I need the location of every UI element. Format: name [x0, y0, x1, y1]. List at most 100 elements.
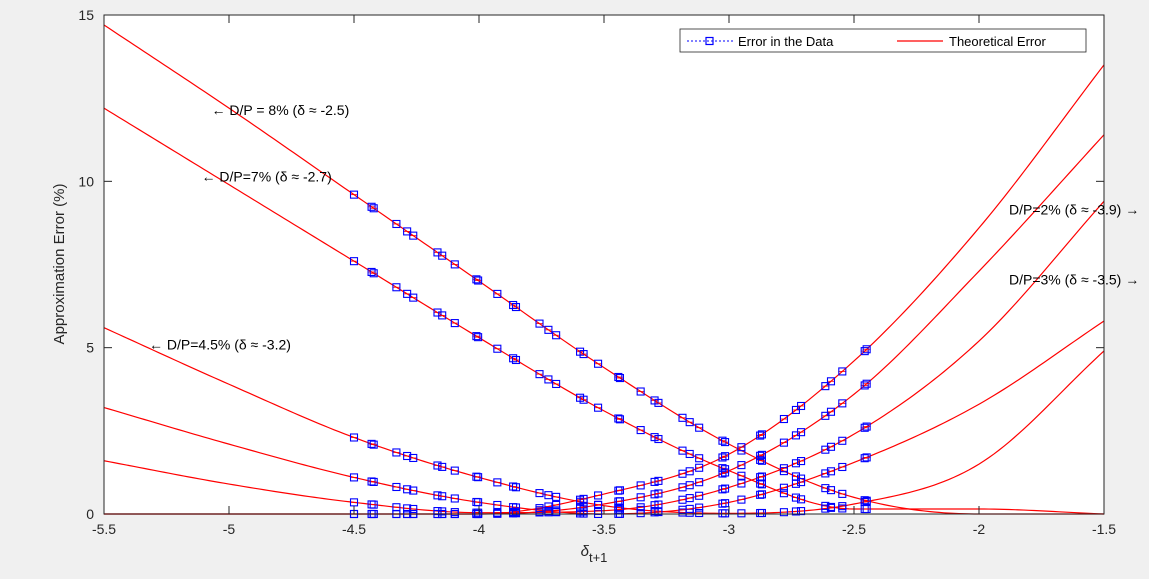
- data-point: [594, 403, 603, 412]
- theory-curve: [103, 24, 1104, 515]
- data-point: [756, 451, 765, 460]
- data-point: [862, 379, 871, 388]
- data-point: [797, 507, 806, 516]
- data-point: [721, 452, 730, 461]
- data-point: [779, 483, 788, 492]
- x-tick-label: -4.5: [342, 521, 366, 537]
- y-axis-ticks: 0 5 10 15: [78, 7, 1104, 522]
- data-point: [757, 450, 766, 459]
- data-point: [826, 377, 836, 386]
- data-point: [797, 495, 806, 504]
- data-point: [721, 499, 730, 508]
- x-axis-ticks: -5.5 -5 -4.5 -4 -3.5 -3 -2.5 -2 -1.5: [92, 15, 1116, 537]
- data-point: [695, 503, 704, 512]
- data-point: [821, 469, 830, 478]
- x-tick-label: -3: [723, 521, 736, 537]
- curve-annotation: ← D/P=7% (δ ≈ -2.7): [202, 168, 332, 184]
- data-point: [718, 469, 727, 478]
- data-point: [493, 344, 502, 353]
- data-point: [474, 276, 483, 285]
- data-point: [737, 479, 746, 488]
- data-point: [860, 423, 869, 432]
- x-tick-label: -2.5: [842, 521, 866, 537]
- x-tick-label: -3.5: [592, 521, 616, 537]
- data-point: [511, 507, 521, 516]
- data-point: [403, 485, 412, 494]
- data-point: [636, 493, 645, 502]
- data-point: [654, 500, 663, 509]
- curve-annotation: D/P=3% (δ ≈ -3.5) →: [1009, 271, 1139, 287]
- data-point: [695, 463, 704, 472]
- data-point: [685, 494, 694, 503]
- data-point: [392, 448, 401, 457]
- plot-area: [104, 15, 1104, 514]
- curve-annotation: ← D/P=4.5% (δ ≈ -3.2): [149, 336, 291, 352]
- data-point: [757, 430, 766, 439]
- x-tick-label: -2: [973, 521, 986, 537]
- data-point: [636, 509, 645, 518]
- data-point: [392, 219, 401, 229]
- data-point: [779, 414, 788, 424]
- data-point: [791, 459, 800, 468]
- data-point: [654, 476, 663, 485]
- x-tick-label: -5: [223, 521, 236, 537]
- data-point: [779, 438, 788, 447]
- data-point: [349, 473, 359, 482]
- data-point: [438, 251, 447, 260]
- x-axis-label-main: δ: [581, 543, 590, 560]
- data-point: [392, 482, 401, 492]
- data-error-markers: [349, 190, 871, 519]
- data-point: [438, 311, 447, 320]
- data-point: [756, 431, 765, 440]
- data-point: [493, 478, 502, 487]
- data-point: [509, 300, 518, 310]
- data-point: [493, 509, 502, 518]
- data-point: [493, 500, 502, 510]
- data-point: [535, 319, 544, 328]
- y-tick-label: 0: [86, 506, 94, 522]
- data-point: [757, 472, 766, 481]
- x-tick-label: -4: [473, 521, 486, 537]
- data-point: [367, 439, 376, 448]
- data-point: [862, 422, 871, 431]
- legend-data-label: Error in the Data: [738, 34, 834, 49]
- data-point: [826, 503, 836, 512]
- x-axis-label-subscript: t+1: [589, 550, 607, 565]
- data-point: [579, 395, 588, 404]
- data-point: [757, 508, 766, 518]
- data-point: [779, 508, 788, 517]
- data-point: [636, 503, 645, 512]
- data-point: [403, 227, 412, 236]
- data-point: [472, 332, 481, 341]
- y-axis-label: Approximation Error (%): [51, 184, 68, 345]
- data-point: [509, 354, 518, 363]
- data-point: [594, 359, 603, 368]
- curve-annotations: ← D/P = 8% (δ ≈ -2.5) ← D/P=7% (δ ≈ -2.7)…: [149, 102, 1139, 353]
- data-point: [438, 492, 447, 501]
- data-point: [838, 502, 847, 511]
- curve-annotation: D/P=2% (δ ≈ -3.9) →: [1009, 202, 1139, 218]
- data-point: [797, 401, 806, 411]
- data-point: [654, 489, 663, 498]
- data-point: [797, 478, 806, 487]
- data-point: [685, 418, 694, 427]
- data-point: [685, 449, 694, 459]
- data-point: [636, 426, 645, 435]
- data-point: [718, 464, 727, 473]
- data-point: [552, 492, 561, 501]
- data-point: [695, 423, 704, 432]
- data-point: [821, 445, 830, 454]
- data-point: [737, 443, 746, 452]
- legend-theory-label: Theoretical Error: [949, 34, 1046, 49]
- data-point: [718, 453, 727, 462]
- data-point: [654, 398, 663, 407]
- data-point: [821, 504, 830, 513]
- data-point: [438, 462, 447, 471]
- data-point: [862, 453, 871, 462]
- data-point: [838, 399, 847, 408]
- data-point: [450, 494, 459, 503]
- data-point: [797, 428, 806, 437]
- data-point: [544, 502, 553, 511]
- data-point: [636, 387, 645, 396]
- data-point: [685, 467, 694, 476]
